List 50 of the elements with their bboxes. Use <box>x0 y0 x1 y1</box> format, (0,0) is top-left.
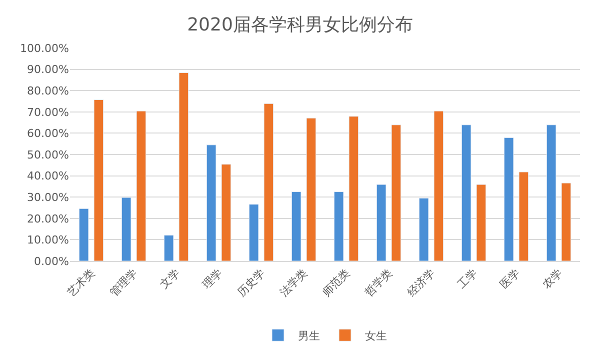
x-tick-label: 医学 <box>498 266 522 292</box>
bar <box>78 208 89 261</box>
y-tick-label: 10.00% <box>27 234 69 247</box>
bar <box>264 103 274 261</box>
bar <box>291 192 302 261</box>
bar <box>476 184 486 261</box>
bar <box>434 110 444 261</box>
bar <box>94 100 104 261</box>
bar <box>178 72 189 261</box>
chart-title: 2020届各学科男女比例分布 <box>187 14 413 36</box>
bar <box>418 198 429 261</box>
x-tick-label: 农学 <box>540 266 565 292</box>
bar <box>391 124 402 261</box>
y-tick-label: 90.00% <box>27 63 69 76</box>
bar <box>334 192 344 261</box>
bar <box>348 116 359 261</box>
x-tick-label: 师范类 <box>320 266 352 300</box>
x-tick-label: 理学 <box>200 266 225 292</box>
bar <box>561 182 572 261</box>
legend-label: 女生 <box>365 329 387 342</box>
bar <box>248 204 259 261</box>
y-tick-label: 80.00% <box>27 84 69 98</box>
y-tick-label: 40.00% <box>27 170 69 183</box>
bar <box>221 164 232 261</box>
x-tick-label: 艺术类 <box>64 266 98 300</box>
y-tick-label: 100.00% <box>20 42 69 55</box>
legend-label: 男生 <box>298 329 320 342</box>
bar <box>376 184 386 261</box>
x-tick-label: 文学 <box>158 266 182 292</box>
bar <box>121 197 132 261</box>
bar <box>461 124 472 261</box>
x-tick-label: 工学 <box>455 266 480 292</box>
bar <box>206 144 216 261</box>
bar <box>546 124 556 261</box>
y-tick-label: 70.00% <box>27 106 69 119</box>
y-tick-label: 50.00% <box>27 148 69 162</box>
bar <box>518 172 529 261</box>
y-tick-label: 60.00% <box>27 127 69 140</box>
y-tick-label: 20.00% <box>27 212 69 226</box>
bar <box>164 234 174 261</box>
y-tick-label: 0.00% <box>34 254 69 268</box>
x-tick-label: 经济学 <box>404 266 438 300</box>
x-tick-label: 哲学类 <box>362 266 395 300</box>
bar <box>306 118 316 261</box>
x-tick-label: 历史学 <box>234 266 268 300</box>
x-tick-label: 管理学 <box>107 266 140 300</box>
bar <box>136 110 146 261</box>
y-tick-label: 30.00% <box>27 190 69 204</box>
x-tick-label: 法学类 <box>277 266 310 300</box>
bar <box>504 137 514 261</box>
